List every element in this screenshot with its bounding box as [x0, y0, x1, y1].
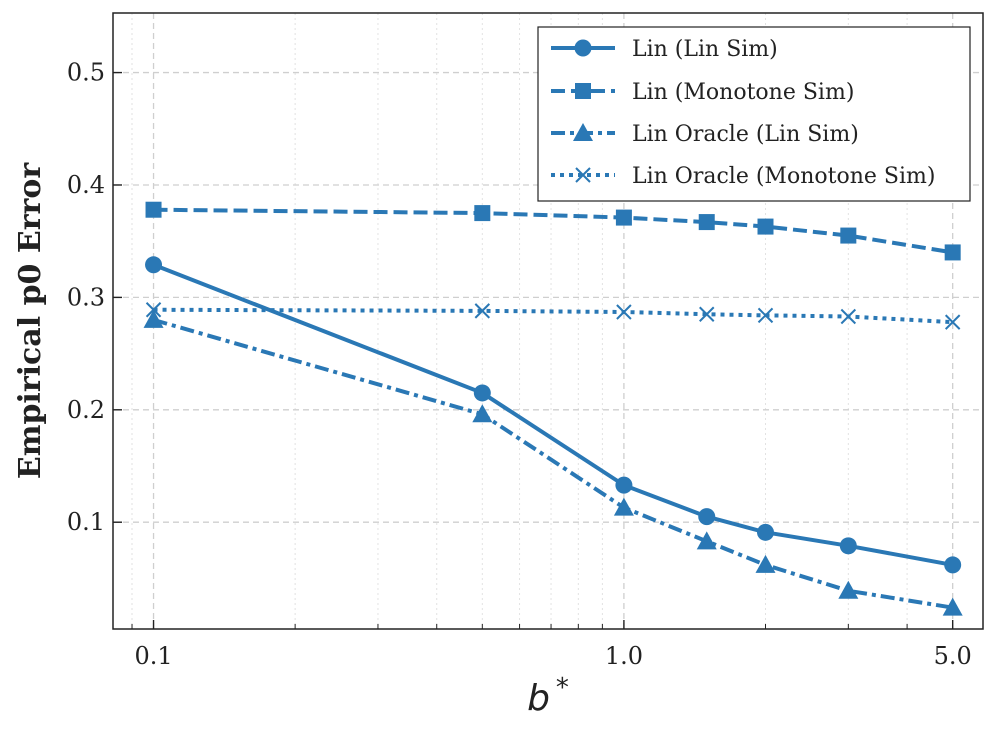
data-point-circle	[473, 384, 491, 402]
data-point-triangle	[472, 404, 493, 423]
data-point-x-stroke-b	[145, 302, 162, 318]
data-point-triangle	[143, 309, 164, 328]
y-tick-label: 0.2	[67, 396, 105, 424]
series-2	[143, 309, 963, 616]
legend-marker-shape	[573, 123, 593, 141]
data-point-x-stroke-b	[616, 304, 632, 320]
legend-marker-shape	[575, 167, 591, 183]
data-point-square	[615, 209, 632, 226]
data-point-x-stroke-b	[757, 307, 774, 324]
data-point-x	[699, 306, 715, 322]
data-point-square	[840, 227, 857, 244]
legend-box	[537, 26, 971, 202]
data-point-square	[474, 205, 491, 222]
series-3	[145, 302, 961, 330]
legend-marker-circle	[574, 39, 592, 57]
series-line	[152, 317, 954, 610]
legend-marker-shape-stroke-b	[575, 167, 591, 183]
legend-entry-lin-oracle-monotone-sim: Lin Oracle (Monotone Sim)	[551, 164, 935, 189]
y-axis-label: Empirical p0 Error	[13, 162, 48, 480]
data-point-x-stroke-b	[699, 306, 715, 322]
legend-marker-shape	[575, 83, 591, 99]
data-point-square	[757, 218, 774, 235]
x-tick-label: 5.0	[934, 642, 972, 670]
data-point-circle	[839, 537, 857, 555]
data-point-circle	[145, 256, 163, 274]
legend-label-lin-lin-sim: Lin (Lin Sim)	[632, 37, 778, 62]
data-point-x	[474, 303, 491, 319]
legend-marker-shape	[574, 39, 592, 57]
legend-label-lin-monotone-sim: Lin (Monotone Sim)	[632, 80, 854, 105]
data-point-x	[944, 314, 961, 330]
data-point-circle	[615, 476, 633, 494]
data-point-square	[698, 214, 715, 231]
x-tick-label: 0.1	[134, 642, 172, 670]
data-point-x-stroke-b	[474, 303, 491, 319]
plot-area-frame	[112, 12, 984, 630]
legend-marker-square	[575, 83, 591, 99]
y-tick-label: 0.5	[67, 59, 105, 87]
x-axis-label: b *	[527, 673, 569, 719]
data-point-circle	[757, 523, 775, 541]
legend-marker-x	[575, 167, 591, 183]
series-layer	[143, 201, 963, 616]
data-point-x	[616, 304, 632, 320]
data-point-x-stroke-b	[840, 308, 857, 325]
x-tick-label: 1.0	[605, 642, 643, 670]
data-point-triangle	[613, 497, 634, 516]
data-point-x-stroke-b	[944, 314, 961, 330]
series-1	[145, 201, 961, 261]
data-point-circle	[698, 508, 716, 526]
data-point-circle	[944, 556, 962, 574]
series-0	[145, 256, 962, 574]
data-point-triangle	[696, 531, 717, 550]
x-axis-label-base: b	[527, 678, 550, 719]
data-point-x	[757, 307, 774, 324]
y-tick-label: 0.4	[67, 171, 105, 199]
series-line	[153, 307, 953, 325]
axis-ticks: 0.1 1.0 5.0 0.1 0.2 0.3 0.4 0.5	[67, 59, 972, 670]
y-tick-label: 0.1	[67, 508, 105, 536]
data-point-triangle	[838, 580, 859, 599]
legend-marker-triangle	[573, 123, 593, 141]
data-point-square	[145, 201, 162, 218]
data-point-square	[944, 244, 961, 261]
series-line	[153, 207, 954, 255]
y-tick-label: 0.3	[67, 283, 105, 311]
legend-entry-lin-monotone-sim: Lin (Monotone Sim)	[551, 80, 854, 105]
legend-label-lin-oracle-monotone-sim: Lin Oracle (Monotone Sim)	[632, 164, 935, 189]
data-point-triangle	[942, 597, 963, 616]
legend-entry-lin-oracle-lin-sim: Lin Oracle (Lin Sim)	[551, 122, 859, 147]
x-axis-label-superscript: *	[556, 673, 569, 703]
data-point-x	[840, 308, 857, 325]
data-point-triangle	[755, 554, 776, 573]
data-point-x	[145, 302, 162, 318]
legend: Lin (Lin Sim) Lin (Monotone Sim) Lin Ora…	[537, 26, 971, 202]
legend-label-lin-oracle-lin-sim: Lin Oracle (Lin Sim)	[632, 122, 859, 147]
legend-entry-lin-lin-sim: Lin (Lin Sim)	[551, 37, 778, 62]
